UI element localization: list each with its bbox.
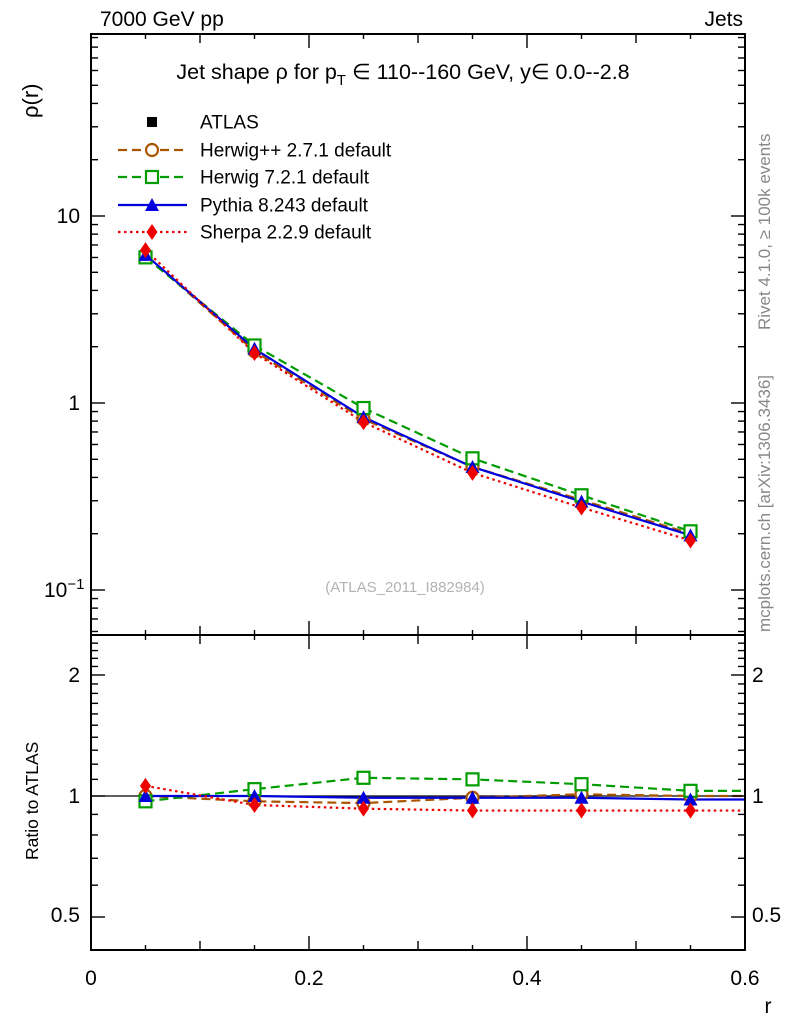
main-ytick-1: 1	[68, 392, 80, 415]
mcplots-arxiv-note: mcplots.cern.ch [arXiv:1306.3436]	[755, 375, 774, 632]
plot-title-pre: Jet shape ρ for p	[176, 60, 336, 84]
plot-title-post: ∈ 110--160 GeV, y∈ 0.0--2.8	[346, 60, 630, 84]
x-axis-title: r	[765, 995, 772, 1018]
ratio-ytick-2-left: 2	[68, 664, 80, 687]
main-panel-frame	[90, 33, 746, 636]
ratio-ytick-1-left: 1	[68, 785, 80, 808]
main-ytick-0p1-base: 10	[44, 579, 67, 602]
header-beam-energy: 7000 GeV pp	[100, 8, 224, 31]
ratio-y-axis-title: Ratio to ATLAS	[22, 742, 42, 860]
xtick-0p6: 0.6	[730, 967, 759, 990]
plot-title: Jet shape ρ for pT ∈ 110--160 GeV, y∈ 0.…	[176, 60, 629, 89]
legend-label-herwigpp: Herwig++ 2.7.1 default	[200, 141, 392, 162]
header-analysis-group: Jets	[704, 8, 743, 31]
plot-title-subscript: T	[337, 72, 346, 89]
ratio-ytick-1-right: 1	[752, 785, 764, 808]
ratio-ytick-0p5-left: 0.5	[51, 904, 80, 927]
ratio-ytick-2-right: 2	[752, 664, 764, 687]
xtick-0p2: 0.2	[294, 967, 323, 990]
axis-ticks-layer	[90, 34, 746, 950]
analysis-id-watermark: (ATLAS_2011_I882984)	[325, 579, 485, 596]
xtick-0: 0	[85, 967, 97, 990]
legend-label-pythia: Pythia 8.243 default	[200, 196, 369, 217]
data-series-layer	[91, 242, 745, 819]
legend-label-sherpa: Sherpa 2.2.9 default	[200, 223, 372, 244]
main-y-axis-title: ρ(r)	[18, 84, 43, 119]
rivet-version-note: Rivet 4.1.0, ≥ 100k events	[755, 134, 774, 330]
ratio-ytick-0p5-right: 0.5	[752, 904, 781, 927]
legend-marker-layer	[118, 117, 187, 240]
main-ytick-10: 10	[57, 205, 80, 228]
main-ytick-0p1: 10−1	[44, 576, 84, 602]
legend-label-atlas: ATLAS	[200, 113, 259, 134]
legend-label-herwig7: Herwig 7.2.1 default	[200, 168, 370, 189]
xtick-0p4: 0.4	[512, 967, 542, 990]
main-ytick-0p1-exponent: −1	[67, 576, 84, 593]
